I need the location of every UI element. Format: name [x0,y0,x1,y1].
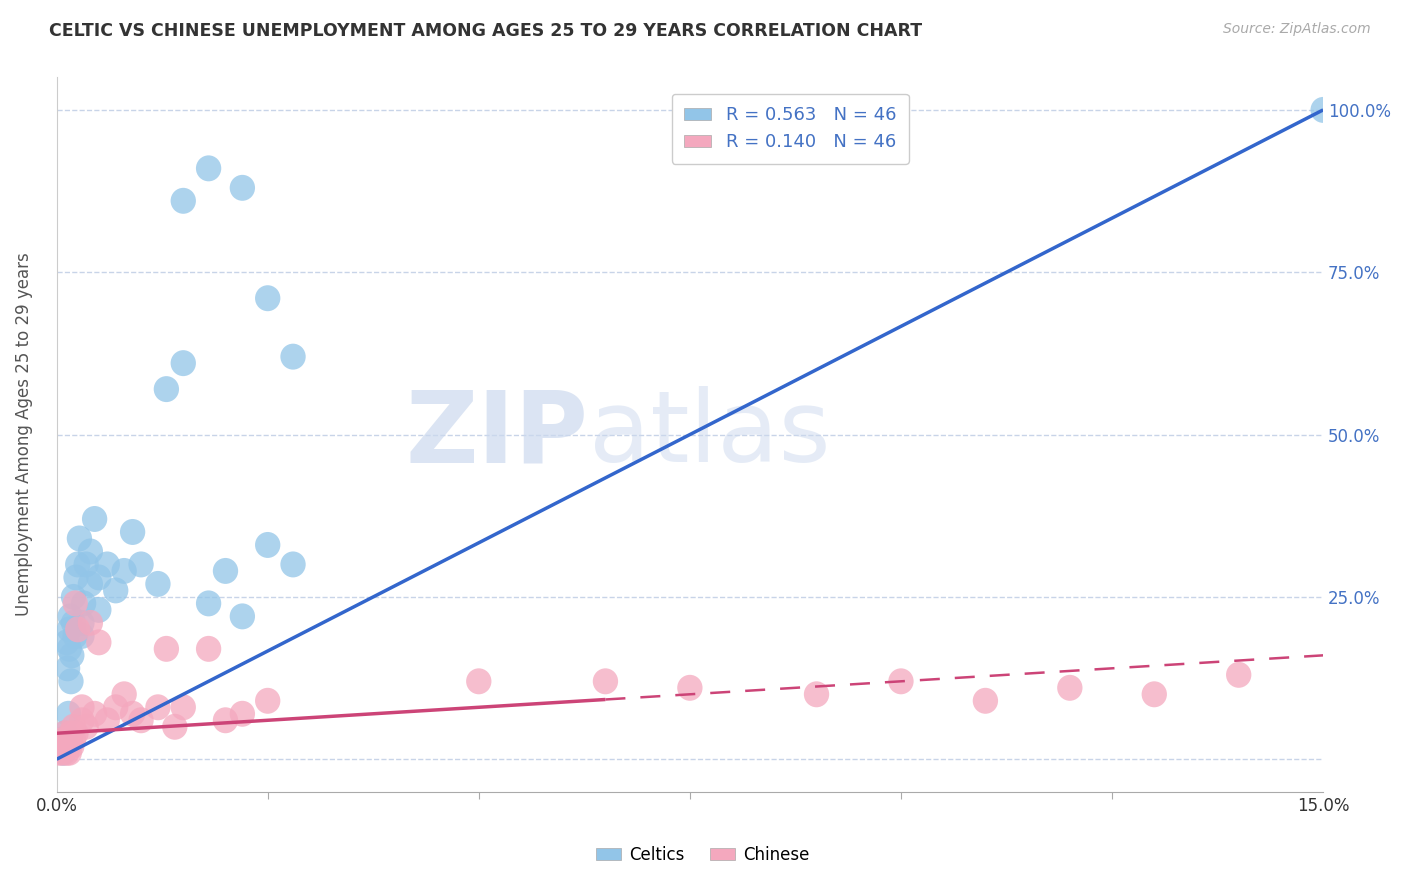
Ellipse shape [73,714,98,739]
Ellipse shape [1142,681,1167,707]
Ellipse shape [973,688,998,714]
Ellipse shape [53,630,79,656]
Ellipse shape [69,623,94,648]
Text: ZIP: ZIP [406,386,589,483]
Ellipse shape [60,727,86,753]
Legend: R = 0.563   N = 46, R = 0.140   N = 46: R = 0.563 N = 46, R = 0.140 N = 46 [672,94,908,164]
Ellipse shape [467,668,492,694]
Ellipse shape [69,610,94,636]
Ellipse shape [55,656,80,681]
Ellipse shape [62,623,87,648]
Text: CELTIC VS CHINESE UNEMPLOYMENT AMONG AGES 25 TO 29 YEARS CORRELATION CHART: CELTIC VS CHINESE UNEMPLOYMENT AMONG AGE… [49,22,922,40]
Ellipse shape [69,694,94,720]
Ellipse shape [170,351,195,376]
Ellipse shape [63,720,89,747]
Ellipse shape [804,681,830,707]
Ellipse shape [48,733,73,759]
Ellipse shape [58,668,83,694]
Ellipse shape [52,720,77,747]
Ellipse shape [103,577,128,603]
Ellipse shape [70,591,96,616]
Ellipse shape [153,376,179,402]
Ellipse shape [52,733,77,759]
Ellipse shape [128,551,153,577]
Ellipse shape [49,739,75,765]
Ellipse shape [128,707,153,733]
Ellipse shape [94,551,120,577]
Ellipse shape [65,551,90,577]
Ellipse shape [46,739,72,765]
Ellipse shape [1310,97,1336,123]
Ellipse shape [52,733,77,759]
Ellipse shape [60,584,86,610]
Ellipse shape [58,720,83,747]
Ellipse shape [73,551,98,577]
Ellipse shape [212,707,238,733]
Ellipse shape [56,701,82,727]
Ellipse shape [111,681,136,707]
Ellipse shape [51,727,76,753]
Ellipse shape [593,668,619,694]
Ellipse shape [77,571,103,597]
Ellipse shape [678,675,703,701]
Text: Source: ZipAtlas.com: Source: ZipAtlas.com [1223,22,1371,37]
Ellipse shape [120,701,145,727]
Ellipse shape [94,707,120,733]
Ellipse shape [280,551,305,577]
Ellipse shape [120,519,145,545]
Ellipse shape [254,688,280,714]
Ellipse shape [1226,662,1251,688]
Ellipse shape [56,616,82,642]
Ellipse shape [254,532,280,558]
Ellipse shape [56,733,82,759]
Ellipse shape [56,739,82,765]
Ellipse shape [48,727,73,753]
Ellipse shape [103,694,128,720]
Ellipse shape [1057,675,1083,701]
Ellipse shape [77,539,103,565]
Ellipse shape [60,610,86,636]
Ellipse shape [229,175,254,201]
Ellipse shape [59,733,84,759]
Ellipse shape [212,558,238,584]
Ellipse shape [111,558,136,584]
Ellipse shape [62,591,87,616]
Ellipse shape [195,591,221,616]
Ellipse shape [77,610,103,636]
Ellipse shape [55,727,80,753]
Ellipse shape [82,701,107,727]
Ellipse shape [60,714,86,739]
Ellipse shape [53,739,79,765]
Ellipse shape [145,694,170,720]
Ellipse shape [58,727,83,753]
Ellipse shape [889,668,914,694]
Ellipse shape [66,525,91,551]
Ellipse shape [52,720,77,747]
Ellipse shape [145,571,170,597]
Ellipse shape [162,714,187,739]
Ellipse shape [195,636,221,662]
Ellipse shape [86,630,111,656]
Ellipse shape [229,701,254,727]
Ellipse shape [170,188,195,214]
Legend: Celtics, Chinese: Celtics, Chinese [589,839,817,871]
Ellipse shape [63,565,89,591]
Ellipse shape [170,694,195,720]
Ellipse shape [254,285,280,311]
Y-axis label: Unemployment Among Ages 25 to 29 years: Unemployment Among Ages 25 to 29 years [15,252,32,616]
Ellipse shape [153,636,179,662]
Ellipse shape [82,506,107,532]
Text: atlas: atlas [589,386,830,483]
Ellipse shape [51,739,76,765]
Ellipse shape [56,636,82,662]
Ellipse shape [69,707,94,733]
Ellipse shape [86,597,111,623]
Ellipse shape [86,565,111,591]
Ellipse shape [195,155,221,181]
Ellipse shape [58,603,83,630]
Ellipse shape [59,642,84,668]
Ellipse shape [280,343,305,369]
Ellipse shape [229,603,254,630]
Ellipse shape [65,616,90,642]
